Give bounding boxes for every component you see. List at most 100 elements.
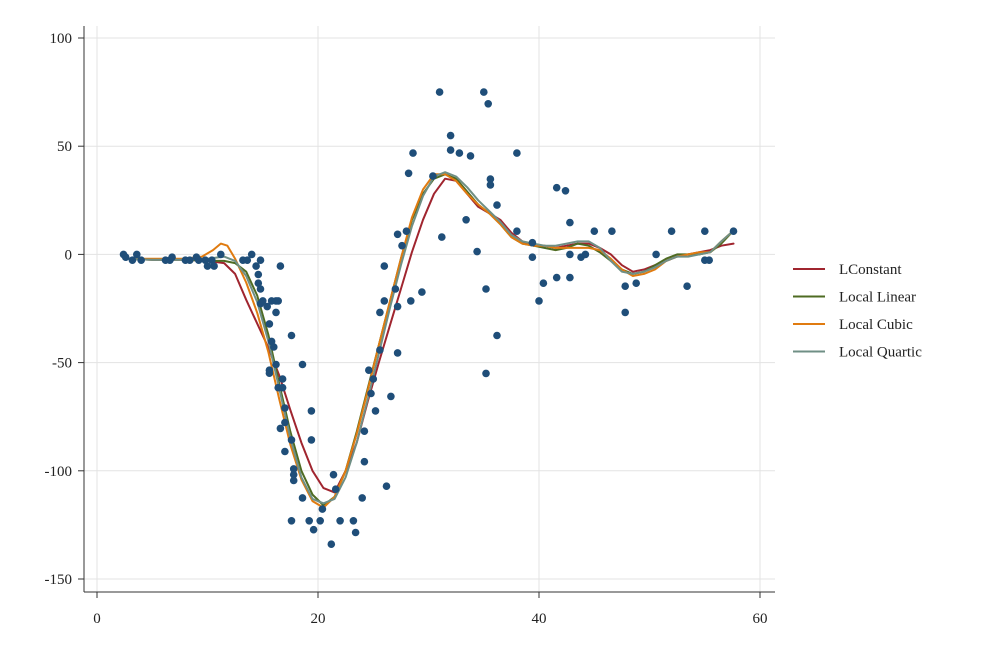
scatter-point <box>210 262 218 270</box>
legend-label: Local Cubic <box>839 317 913 333</box>
legend-label: Local Linear <box>839 290 916 306</box>
scatter-point <box>272 360 280 369</box>
scatter-point <box>276 262 285 270</box>
scatter-point <box>552 183 561 192</box>
scatter-point <box>307 436 316 444</box>
scatter-point <box>402 227 411 235</box>
scatter-point <box>552 273 561 282</box>
legend-label: LConstant <box>839 262 902 278</box>
scatter-point <box>391 285 400 293</box>
scatter-point <box>318 505 327 513</box>
scatter-point <box>435 88 444 96</box>
scatter-point <box>243 256 252 265</box>
legend: LConstant Local Linear Local Cubic Local Qu… <box>793 262 922 361</box>
scatter-point <box>289 470 298 479</box>
scatter-point <box>473 247 481 256</box>
scatter-point <box>701 227 709 235</box>
scatter-point <box>376 308 384 317</box>
scatter-point <box>358 494 367 502</box>
scatter-point <box>484 100 493 108</box>
scatter-point <box>387 392 395 401</box>
scatter-point <box>128 256 137 265</box>
scatter-points <box>119 88 738 548</box>
scatter-point <box>528 238 537 247</box>
y-tick-label: -150 <box>45 572 73 588</box>
series-line-local-linear <box>122 173 735 507</box>
scatter-point <box>539 279 548 288</box>
scatter-point <box>380 262 389 270</box>
scatter-point <box>446 146 455 154</box>
scatter-point <box>466 152 475 160</box>
scatter-point <box>217 250 225 259</box>
scatter-point <box>566 273 574 282</box>
scatter-point <box>252 262 260 270</box>
tick-labels: 100 50 0 -50 -100 -150 0 20 40 60 <box>45 31 768 627</box>
scatter-point <box>201 256 210 265</box>
scatter-point <box>528 253 537 261</box>
scatter-point <box>667 227 676 235</box>
scatter-point <box>561 187 570 195</box>
scatter-point <box>566 218 574 227</box>
x-tick-label: 60 <box>753 611 768 627</box>
scatter-point <box>608 227 616 235</box>
scatter-point <box>289 476 298 485</box>
scatter-point <box>256 256 265 265</box>
scatter-point <box>462 216 470 224</box>
scatter-point <box>376 346 384 354</box>
x-tick-label: 20 <box>311 611 326 627</box>
scatter-point <box>208 256 216 265</box>
scatter-point <box>493 331 501 340</box>
scatter-point <box>409 149 417 157</box>
scatter-point <box>254 279 263 288</box>
scatter-point <box>327 540 336 548</box>
scatter-point <box>446 131 455 140</box>
scatter-point <box>404 169 413 178</box>
scatter-point <box>590 227 599 235</box>
scatter-point <box>287 436 296 444</box>
scatter-point <box>652 250 660 259</box>
gridlines <box>84 26 775 592</box>
scatter-point <box>247 250 256 259</box>
scatter-point <box>581 250 590 259</box>
y-tick-label: -50 <box>52 356 72 372</box>
scatter-point <box>278 375 287 383</box>
y-tick-label: 100 <box>50 31 73 47</box>
scatter-point <box>289 465 298 473</box>
scatter-point <box>121 253 130 261</box>
scatter-point <box>382 482 391 491</box>
scatter-point <box>168 253 176 261</box>
scatter-point <box>360 427 369 436</box>
scatter-point <box>305 517 314 525</box>
x-tick-label: 40 <box>532 611 547 627</box>
scatter-point <box>270 343 278 351</box>
x-tick-label: 0 <box>93 611 101 627</box>
scatter-point <box>729 227 738 235</box>
scatter-point <box>621 282 629 291</box>
scatter-point <box>535 297 543 305</box>
scatter-point <box>705 256 713 265</box>
series-line-local-cubic <box>122 173 735 509</box>
scatter-point <box>336 517 344 525</box>
scatter-point <box>298 494 307 502</box>
scatter-point <box>254 270 263 279</box>
scatter-point <box>281 418 289 427</box>
scatter-point <box>186 256 194 265</box>
scatter-point <box>493 201 501 209</box>
y-tick-label: 50 <box>57 139 72 155</box>
scatter-point <box>407 297 415 305</box>
scatter-point <box>265 369 274 378</box>
scatter-point <box>365 366 373 375</box>
scatter-point <box>316 517 325 525</box>
scatter-point <box>393 302 402 311</box>
scatter-point <box>429 172 437 180</box>
series-line-local-quartic <box>122 171 735 505</box>
scatter-point <box>393 349 402 357</box>
scatter-point <box>360 457 369 466</box>
scatter-point <box>331 485 340 494</box>
scatter-point <box>349 517 358 525</box>
scatter-point <box>367 389 375 398</box>
scatter-point <box>418 288 426 296</box>
scatter-point <box>380 297 389 305</box>
series-line-lconstant <box>122 177 735 494</box>
